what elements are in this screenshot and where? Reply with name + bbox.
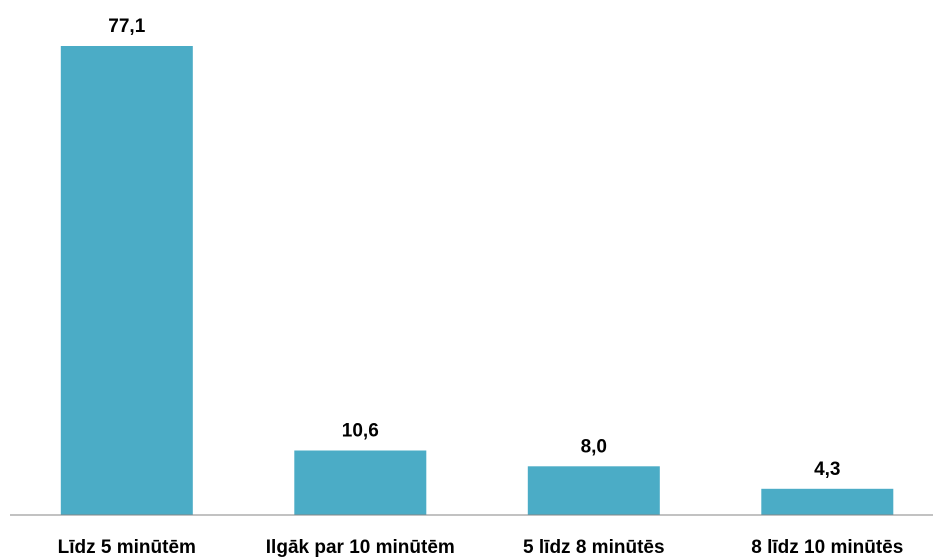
bar-2: [294, 450, 427, 515]
data-labels-group: 77,1 10,6 8,0 4,3: [108, 16, 840, 480]
category-label-2: Ilgāk par 10 minūtēm: [266, 537, 455, 558]
data-label-2: 10,6: [342, 421, 379, 442]
bar-3: [527, 466, 660, 515]
bar-1: [60, 46, 193, 515]
bars-group: [60, 46, 894, 515]
category-label-4: 8 līdz 10 minūtēs: [751, 537, 903, 558]
category-label-1: Līdz 5 minūtēm: [58, 537, 196, 558]
category-labels-group: Līdz 5 minūtēm Ilgāk par 10 minūtēm 5 līdz…: [58, 537, 904, 558]
bar-4: [761, 488, 894, 515]
data-label-4: 4,3: [814, 459, 840, 480]
data-label-3: 8,0: [581, 436, 607, 457]
data-label-1: 77,1: [108, 16, 145, 37]
category-label-3: 5 līdz 8 minūtēs: [523, 537, 664, 558]
